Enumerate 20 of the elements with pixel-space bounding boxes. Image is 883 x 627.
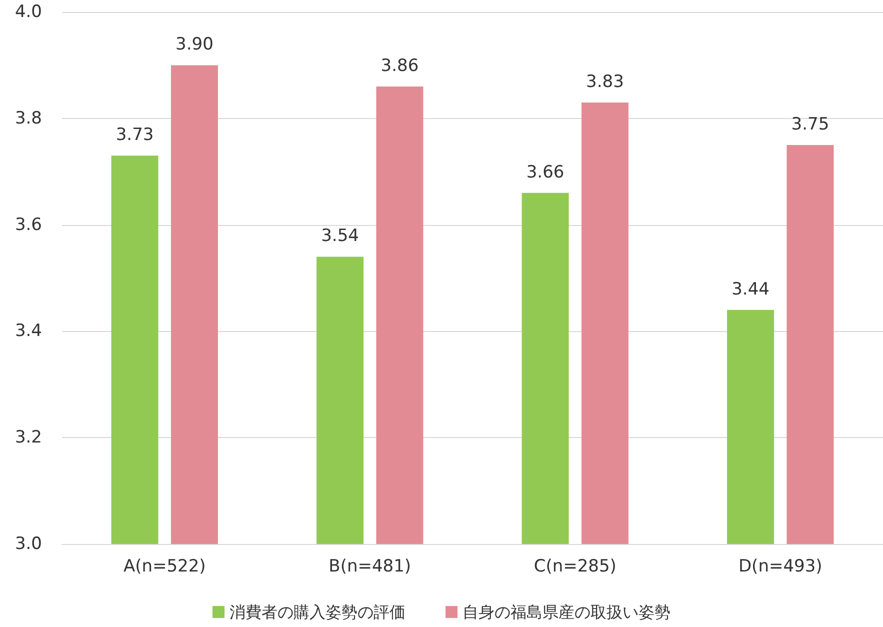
data-label: 3.66 — [526, 162, 564, 182]
x-tick-label: D(n=493) — [738, 556, 822, 576]
legend-label: 自身の福島県産の取扱い姿勢 — [462, 602, 670, 622]
y-tick-label: 3.4 — [14, 321, 42, 342]
data-label: 3.86 — [380, 56, 419, 76]
y-tick-label: 3.2 — [14, 428, 42, 448]
y-tick-label: 3.6 — [14, 214, 42, 235]
x-tick-label: C(n=285) — [534, 556, 616, 576]
data-label: 3.90 — [176, 34, 214, 55]
y-tick-label: 4.0 — [14, 2, 42, 22]
x-tick-label: B(n=481) — [328, 556, 412, 576]
data-label: 3.54 — [321, 226, 359, 246]
y-tick-label: 3.8 — [14, 108, 42, 128]
data-label: 3.75 — [791, 114, 830, 134]
data-label: 3.83 — [586, 72, 624, 92]
x-tick-label: A(n=522) — [123, 556, 206, 576]
legend-label: 消費者の購入姿勢の評価 — [230, 602, 406, 622]
data-label: 3.73 — [116, 125, 154, 146]
y-tick-label: 3.0 — [14, 534, 42, 554]
data-label: 3.44 — [732, 279, 770, 300]
